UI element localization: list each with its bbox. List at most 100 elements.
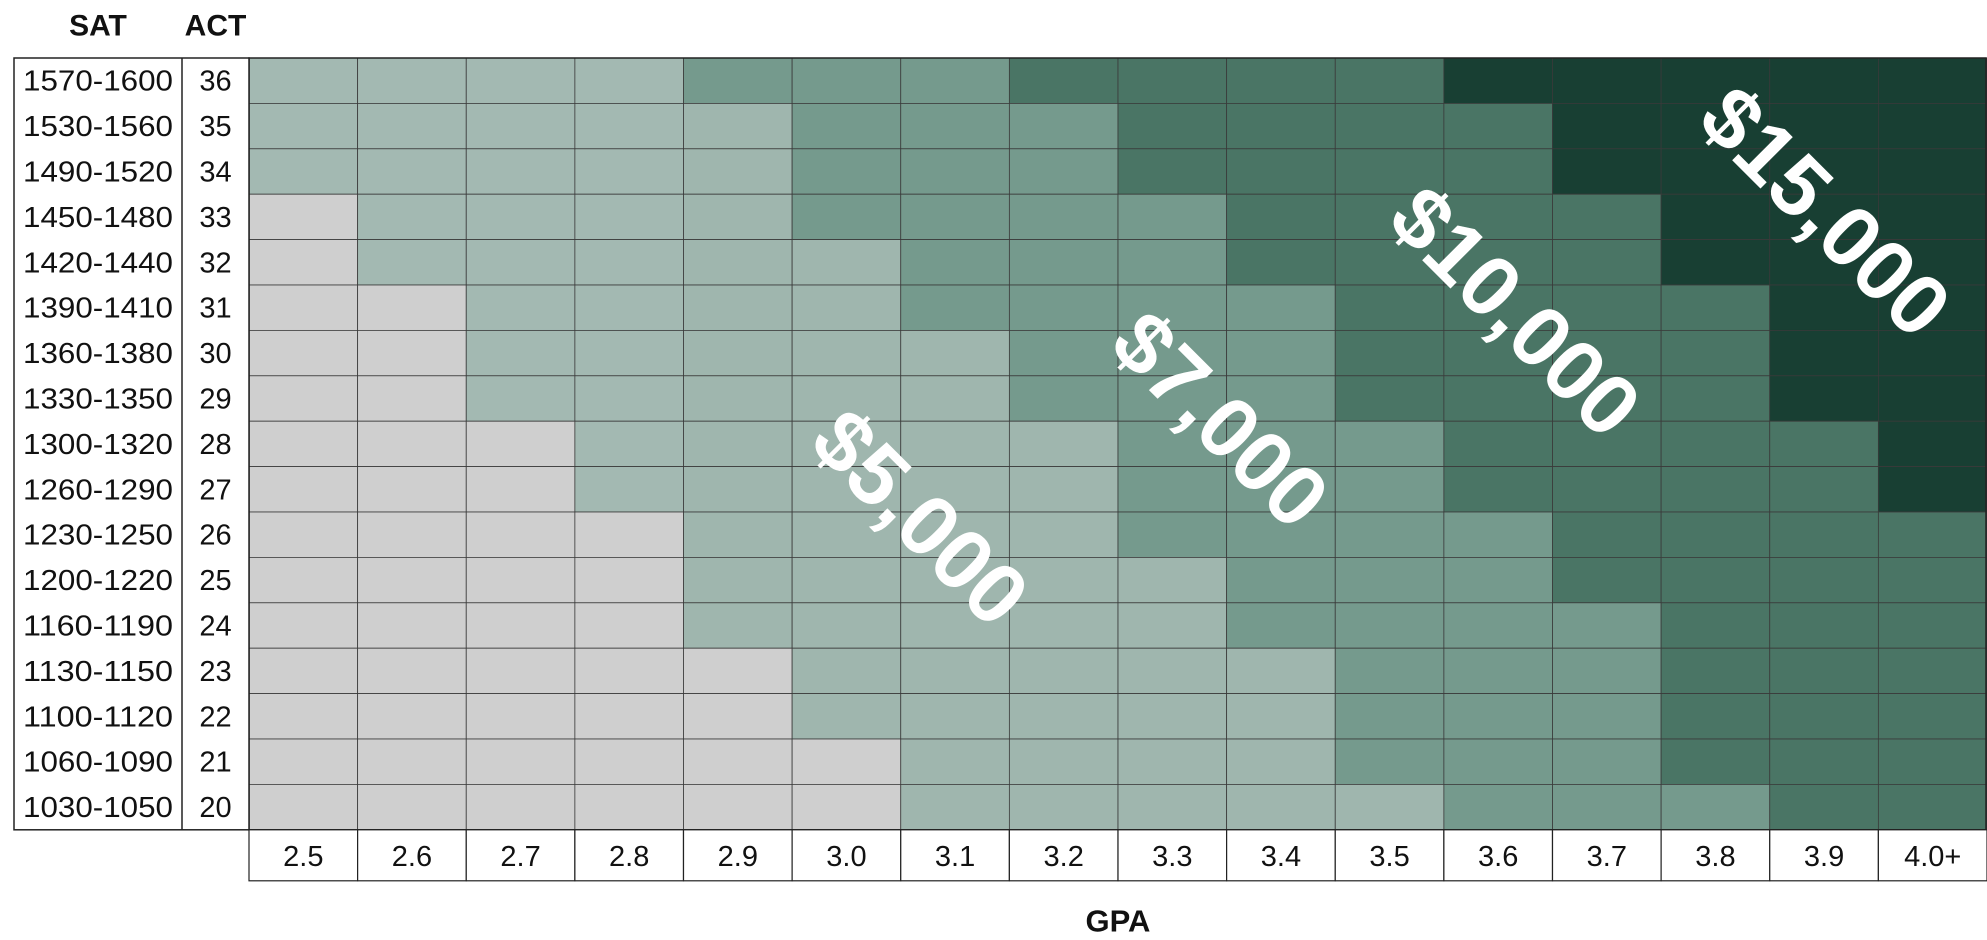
heatmap-cell	[791, 239, 902, 286]
heatmap-cell	[791, 693, 902, 740]
heatmap-cell	[1769, 693, 1879, 740]
gpa-tick-box	[1008, 829, 1119, 882]
heatmap-cell	[791, 647, 902, 695]
heatmap-cell	[248, 148, 359, 195]
heatmap-cell	[1443, 738, 1553, 785]
heatmap-cell	[574, 602, 684, 649]
heatmap-cell	[1877, 103, 1987, 150]
heatmap-cell	[574, 329, 684, 377]
heatmap-cell	[1008, 693, 1119, 740]
gpa-tick-box	[248, 829, 359, 882]
sat-range-label: 1490-1520	[23, 157, 173, 189]
gpa-tick-label: 2.7	[500, 841, 540, 873]
heatmap-cell	[1117, 193, 1228, 240]
gpa-tick-box	[791, 829, 902, 882]
heatmap-cell	[1117, 466, 1228, 513]
act-score-label: 20	[199, 792, 231, 824]
sat-range-label: 1060-1090	[23, 747, 173, 779]
heatmap-cell	[1117, 784, 1228, 831]
heatmap-cell	[574, 193, 684, 240]
heatmap-cell	[791, 193, 902, 240]
act-score-label: 31	[199, 293, 231, 325]
heatmap-cell	[248, 557, 359, 604]
heatmap-cell	[683, 738, 793, 785]
heatmap-cell	[248, 693, 359, 740]
heatmap-cell	[1552, 557, 1662, 604]
heatmap-cell	[683, 466, 793, 513]
heatmap-cell	[465, 693, 576, 740]
heatmap-cell	[1877, 148, 1987, 195]
sat-range-label: 1260-1290	[23, 474, 173, 506]
heatmap-cell	[1334, 784, 1445, 831]
gpa-tick-box	[1443, 829, 1554, 882]
heatmap-cell	[248, 57, 359, 104]
heatmap-cell	[1552, 103, 1662, 150]
heatmap-cell	[683, 239, 793, 286]
heatmap-cell	[574, 784, 684, 831]
heatmap-cell	[1226, 103, 1336, 150]
gpa-tick-box	[1226, 829, 1336, 882]
heatmap-cell	[1008, 148, 1119, 195]
heatmap-cell	[1443, 511, 1553, 558]
heatmap-cell	[1334, 329, 1445, 377]
heatmap-cell	[1443, 148, 1553, 195]
heatmap-cell	[1443, 239, 1553, 286]
heatmap-cell	[1769, 557, 1879, 604]
heatmap-cell	[1334, 557, 1445, 604]
heatmap-cell	[1117, 239, 1228, 286]
heatmap-cell	[1877, 511, 1987, 558]
heatmap-cell	[1443, 375, 1553, 422]
heatmap-cell	[357, 193, 467, 240]
heatmap-cell	[1660, 103, 1771, 150]
heatmap-cell	[357, 103, 467, 150]
heatmap-cell	[1226, 647, 1336, 695]
heatmap-cell	[248, 511, 359, 558]
heatmap-cell	[900, 557, 1010, 604]
gpa-tick-label: 2.5	[283, 841, 323, 873]
heatmap-cell	[465, 602, 576, 649]
heatmap-cell	[1226, 57, 1336, 104]
heatmap-cell	[1226, 693, 1336, 740]
heatmap-cell	[574, 693, 684, 740]
heatmap-cell	[357, 420, 467, 468]
gpa-tick-box	[1877, 829, 1987, 882]
heatmap-cell	[1008, 239, 1119, 286]
sat-range-label: 1420-1440	[23, 247, 173, 279]
gpa-tick-label: 2.9	[718, 841, 758, 873]
heatmap-cell	[1443, 284, 1553, 331]
heatmap-cell	[1334, 511, 1445, 558]
heatmap-cell	[1552, 420, 1662, 468]
heatmap-cell	[248, 647, 359, 695]
heatmap-cell	[1334, 284, 1445, 331]
heatmap-cell	[1877, 784, 1987, 831]
heatmap-cell	[465, 420, 576, 468]
heatmap-cell	[1660, 239, 1771, 286]
heatmap-cell	[1226, 239, 1336, 286]
heatmap-cell	[574, 103, 684, 150]
act-header: ACT	[185, 10, 247, 43]
heatmap-cell	[574, 284, 684, 331]
heatmap-cell	[1334, 375, 1445, 422]
heatmap-cell	[1660, 693, 1771, 740]
gpa-tick-label: 3.7	[1587, 841, 1627, 873]
act-score-label: 32	[199, 247, 231, 279]
heatmap-cell	[465, 284, 576, 331]
heatmap-cell	[465, 784, 576, 831]
heatmap-cell	[574, 420, 684, 468]
heatmap-cell	[1769, 375, 1879, 422]
heatmap-cell	[1552, 57, 1662, 104]
heatmap-cell	[1660, 738, 1771, 785]
heatmap-cell	[1117, 738, 1228, 785]
heatmap-cell	[900, 511, 1010, 558]
heatmap-cell	[1226, 148, 1336, 195]
heatmap-cell	[1334, 693, 1445, 740]
heatmap-cell	[357, 693, 467, 740]
heatmap-cell	[1552, 329, 1662, 377]
sat-header: SAT	[69, 10, 127, 43]
heatmap-cell	[1226, 602, 1336, 649]
heatmap-cell	[1769, 647, 1879, 695]
sat-range-label: 1160-1190	[23, 611, 173, 643]
act-score-label: 26	[199, 520, 231, 552]
heatmap-cell	[574, 466, 684, 513]
heatmap-cell	[465, 375, 576, 422]
